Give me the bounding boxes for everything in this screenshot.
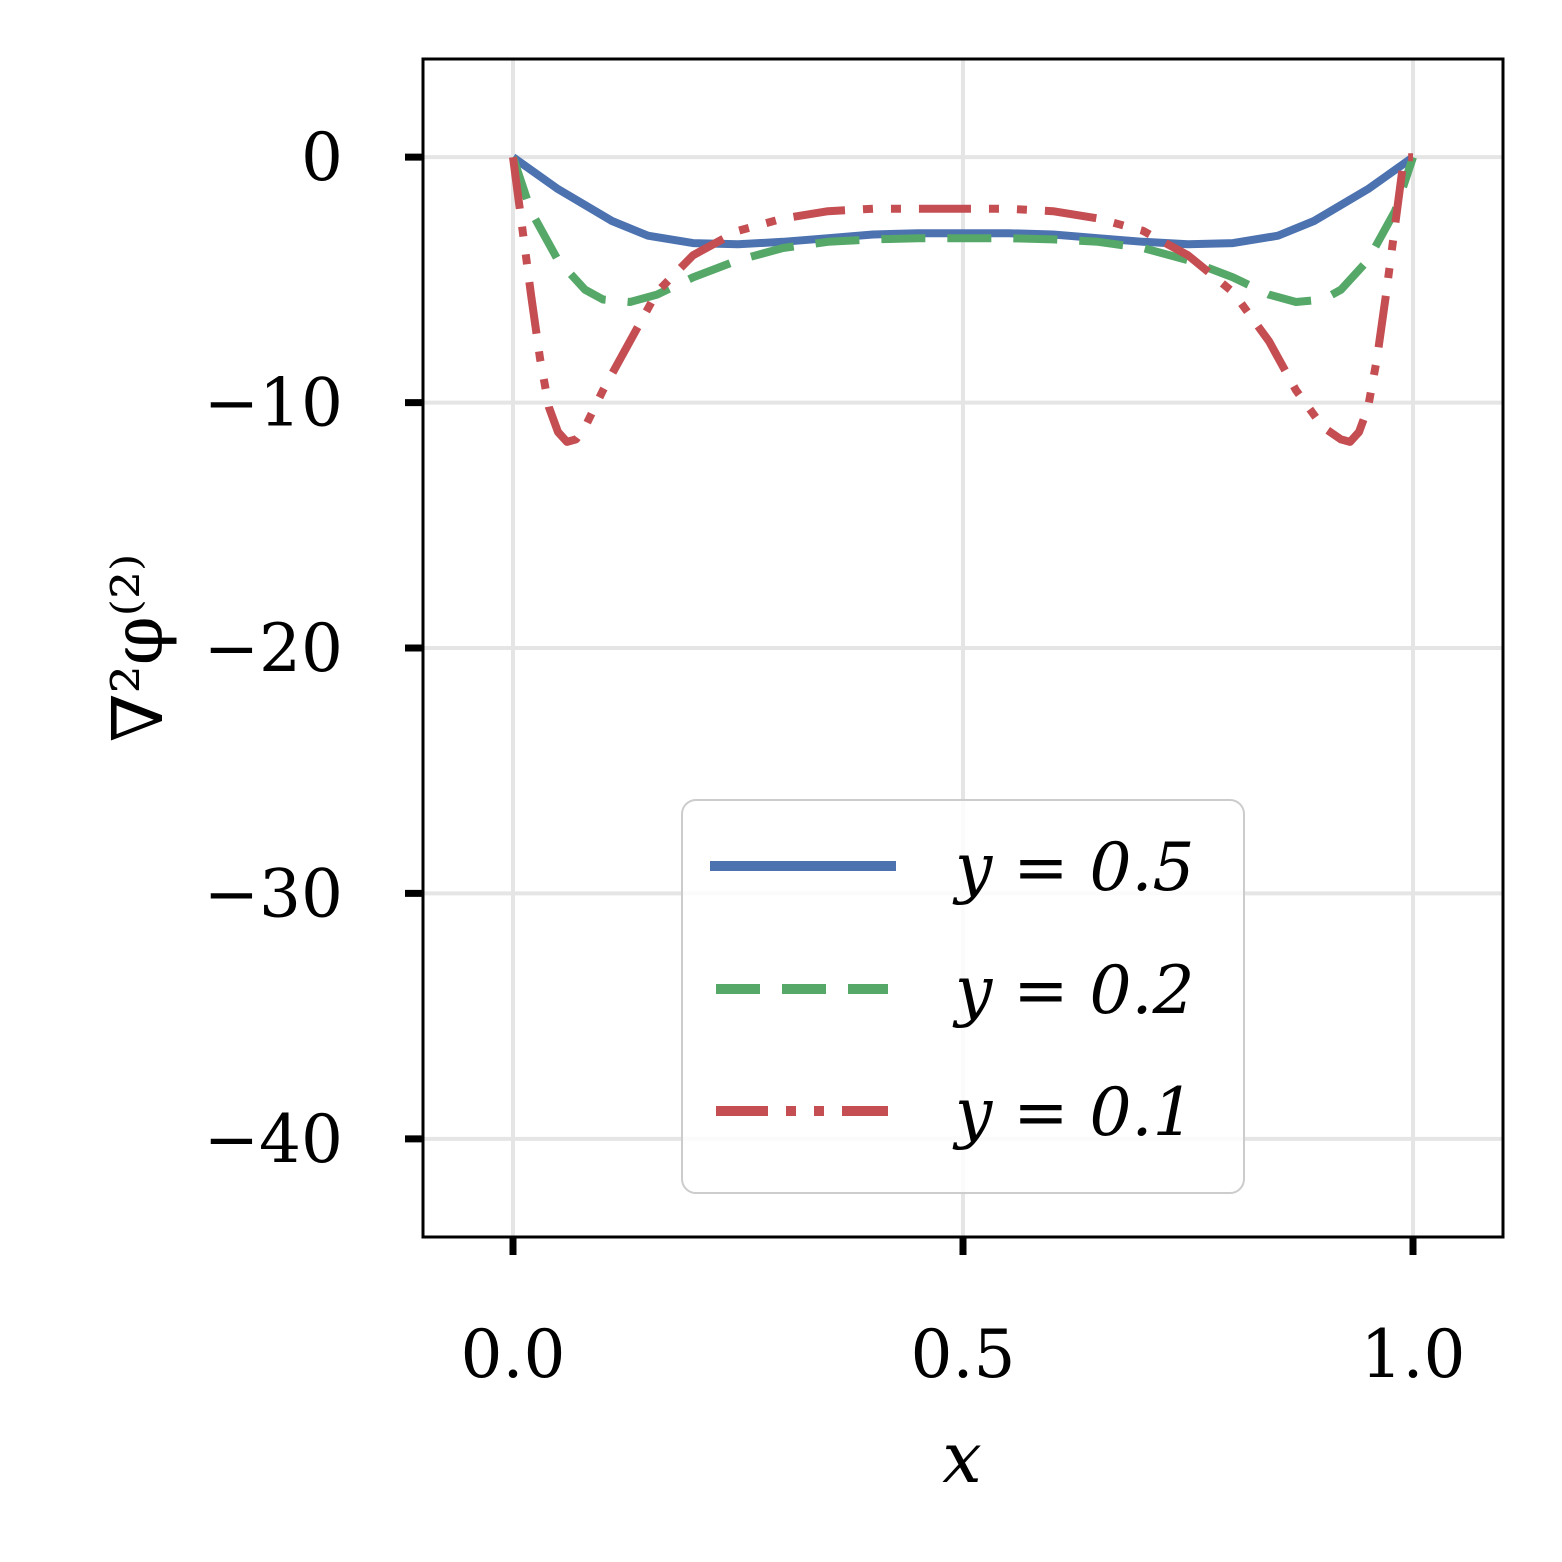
legend-label-y02: y = 0.2 xyxy=(952,952,1195,1029)
grid xyxy=(423,59,1503,1237)
y-tick-label: −40 xyxy=(204,1101,343,1178)
y-axis-label: ∇²φ⁽²⁾ xyxy=(97,554,179,742)
legend-label-y05: y = 0.5 xyxy=(952,829,1195,906)
legend-box xyxy=(681,799,1245,1194)
y-tick-label: −30 xyxy=(204,855,343,932)
legend: y = 0.5 y = 0.2 y = 0.1 xyxy=(681,799,1245,1194)
legend-label-y01: y = 0.1 xyxy=(952,1074,1195,1151)
x-tick-label: 0.0 xyxy=(461,1316,566,1393)
series-line-2 xyxy=(509,153,1413,446)
x-tick-label: 1.0 xyxy=(1361,1316,1466,1393)
x-axis-label: x xyxy=(942,1417,981,1499)
series-line-0 xyxy=(510,153,1416,249)
y-tick-label: 0 xyxy=(301,119,343,196)
axis-ticks: 0.0 0.5 1.0 0 −10 −20 −30 −40 xyxy=(204,119,1466,1393)
series-line-1 xyxy=(509,155,1417,306)
y-tick-label: −20 xyxy=(204,610,343,687)
x-tick-label: 0.5 xyxy=(911,1316,1016,1393)
y-tick-label: −10 xyxy=(204,365,343,442)
plot-series xyxy=(509,153,1417,446)
